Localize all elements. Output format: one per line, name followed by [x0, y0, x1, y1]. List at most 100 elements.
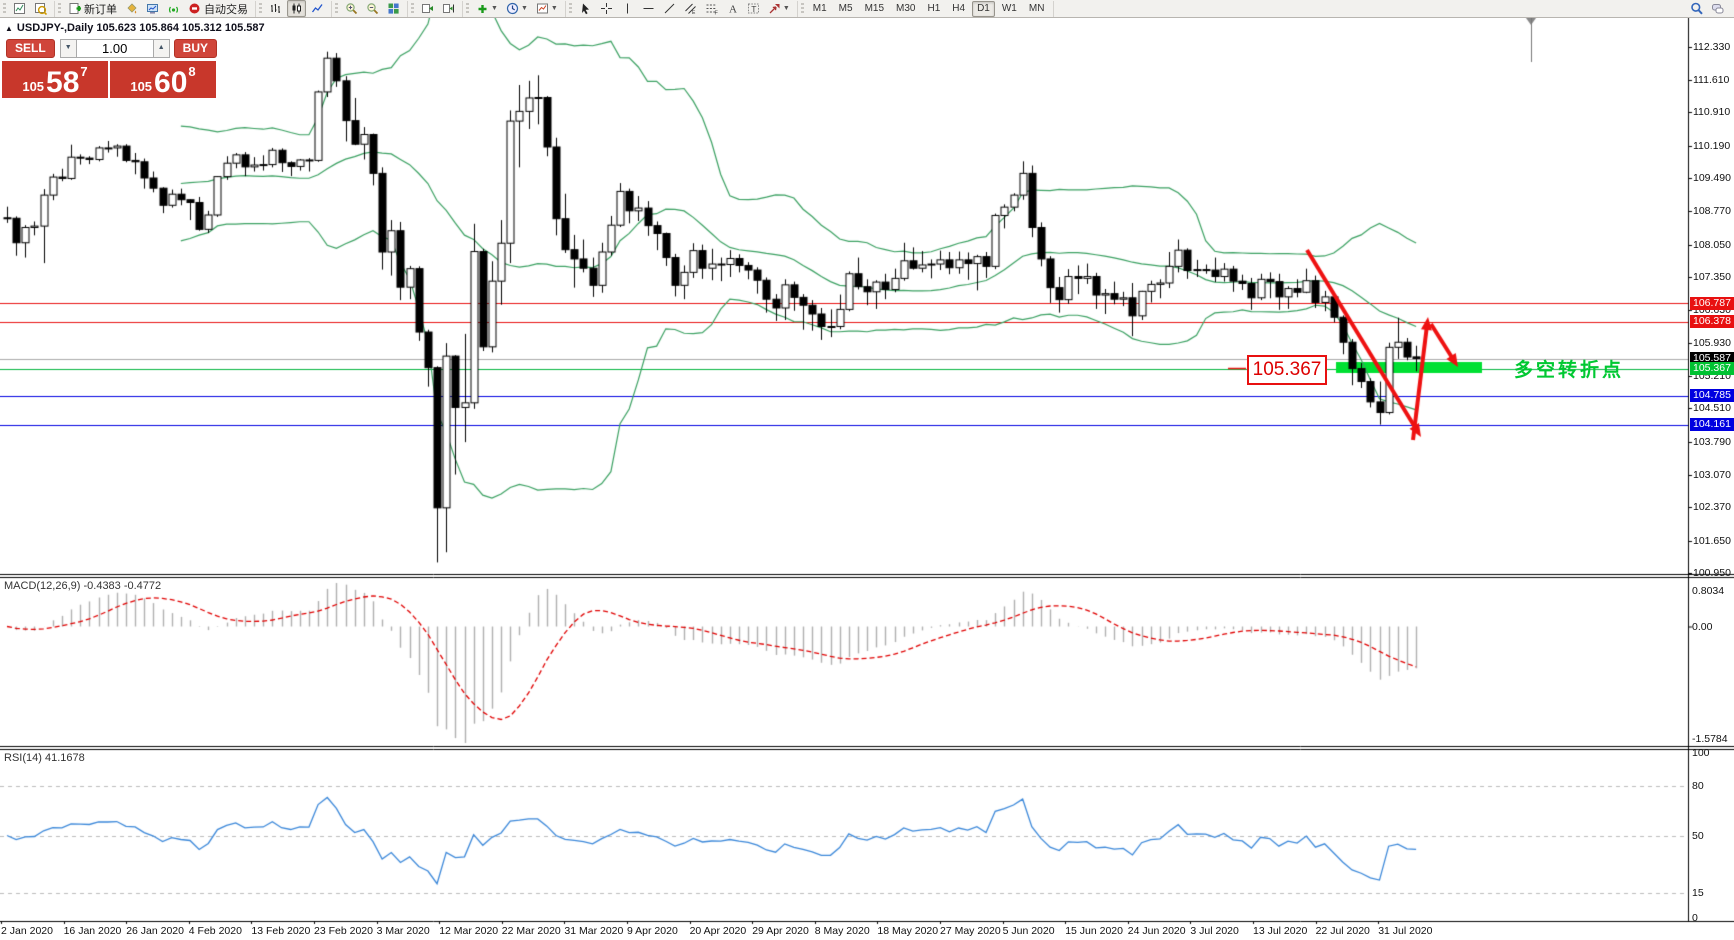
toolbar-group [256, 0, 332, 17]
candle-chart-button[interactable] [287, 0, 306, 17]
rsi-scale-label: 80 [1692, 780, 1704, 792]
timeframe-button-m1[interactable]: M1 [812, 2, 827, 14]
new-chart-button[interactable] [10, 0, 29, 17]
timeframe-button-m30[interactable]: M30 [896, 2, 916, 14]
bar-chart-button[interactable] [266, 0, 285, 17]
timeframe-button-m15[interactable]: M15 [864, 2, 885, 14]
candle-chart-icon [292, 3, 301, 14]
trendline-button[interactable] [660, 0, 679, 17]
y-axis-tick-label: 109.490 [1693, 171, 1731, 184]
y-axis-tick-label: 108.770 [1693, 205, 1731, 218]
timeframe-button-h4[interactable]: H4 [952, 2, 966, 14]
date-axis-label: 29 Apr 2020 [752, 925, 809, 937]
toolbar-group [332, 0, 408, 17]
toolbar-group: E F A T ▼ [566, 0, 798, 17]
chat-button[interactable] [1708, 0, 1727, 17]
volume-increase-button[interactable]: ▲ [152, 39, 170, 58]
styles-bucket-button[interactable] [122, 0, 141, 17]
svg-text:F: F [714, 11, 718, 16]
y-axis-tick-label: 111.610 [1693, 73, 1730, 86]
chevron-down-icon: ▼ [491, 5, 498, 12]
svg-text:T: T [751, 4, 756, 14]
toolbar-button-label: 新订单 [84, 3, 117, 16]
timeframe-button-d1[interactable]: D1 [972, 0, 995, 17]
line-chart-button[interactable] [308, 0, 327, 17]
crosshair-button[interactable] [597, 0, 616, 17]
zoom-in-button[interactable] [342, 0, 361, 17]
date-axis-label: 31 Mar 2020 [564, 925, 624, 937]
date-axis-label: 5 Jun 2020 [1002, 925, 1055, 937]
panel-collapse-toggle-icon[interactable]: ▲ [5, 23, 13, 33]
doc-plus-icon [69, 3, 81, 14]
indicators-icon [478, 5, 487, 13]
buy-price-pip: 8 [188, 64, 196, 79]
channel-icon: E [684, 3, 696, 15]
cursor-button[interactable] [576, 0, 595, 17]
zoom-out-icon [367, 3, 379, 15]
date-axis-label: 3 Mar 2020 [376, 925, 430, 937]
signal-icon [168, 6, 179, 13]
toolbar-group [0, 0, 55, 17]
macd-scale-label: 0.8034 [1692, 585, 1725, 597]
rsi-scale-label: 15 [1692, 887, 1704, 900]
date-axis-label: 18 May 2020 [877, 925, 939, 937]
date-axis-label: 22 Mar 2020 [501, 925, 561, 937]
fibonacci-button[interactable]: F [702, 0, 721, 17]
turning-point-label[interactable]: 多空转折点 [1514, 360, 1625, 381]
styles-bucket-icon [127, 3, 137, 14]
market-watch-button[interactable] [143, 0, 162, 17]
main-toolbar: 新订单 自动交易 ▼ ▼ ▼ E F A T ▼ M1 M5 M15 M30 H1 H4 D1 W1 MN [0, 0, 1734, 18]
chevron-down-icon: ▼ [520, 5, 528, 12]
volume-input[interactable] [76, 39, 153, 58]
rsi-scale-label: 100 [1692, 747, 1710, 759]
vline-button[interactable] [618, 0, 637, 17]
new-order-button[interactable]: 新订单 [65, 0, 120, 17]
timeframe-button-h1[interactable]: H1 [927, 2, 941, 14]
svg-text:A: A [729, 4, 737, 16]
arrows-button[interactable]: ▼ [765, 0, 793, 17]
sell-price-prefix: 105 [22, 79, 45, 94]
textlabel-button[interactable]: T [744, 0, 763, 17]
symbol-info-bar: ▲ USDJPY-,Daily 105.623 105.864 105.312 … [5, 22, 265, 34]
zoom-out-button[interactable] [363, 0, 382, 17]
channel-button[interactable]: E [681, 0, 700, 17]
date-axis-label: 12 Mar 2020 [439, 925, 499, 937]
fibonacci-icon: F [706, 4, 718, 16]
rsi-indicator-label: RSI(14) 41.1678 [4, 752, 85, 764]
timeframe-button-w1[interactable]: W1 [1001, 2, 1017, 14]
level-price-badge: 104.161 [1690, 418, 1734, 432]
date-axis-label: 15 Jun 2020 [1065, 925, 1123, 937]
auto-trading-button[interactable]: 自动交易 [185, 0, 251, 17]
chart-preview-button[interactable] [31, 0, 50, 17]
price-callout-box[interactable]: 105.367 [1247, 355, 1327, 385]
auto-scroll-button[interactable] [418, 0, 437, 17]
templates-icon [536, 3, 548, 14]
buy-price-display[interactable]: 105 60 8 [110, 61, 216, 98]
trendline-icon [664, 3, 675, 14]
periods-button[interactable]: ▼ [503, 0, 531, 17]
chevron-down-icon: ▼ [782, 5, 790, 12]
toolbar-group: 新订单 自动交易 [55, 0, 256, 17]
hline-button[interactable] [639, 0, 658, 17]
toolbar-right-icons [1683, 1, 1734, 17]
signal-button[interactable] [164, 0, 183, 17]
buy-price-big: 60 [154, 66, 188, 99]
text-button[interactable]: A [723, 0, 742, 17]
chart-shift-button[interactable] [439, 0, 458, 17]
sell-button[interactable]: SELL [6, 39, 55, 58]
buy-button[interactable]: BUY [173, 39, 218, 58]
y-axis-tick-label: 108.050 [1693, 238, 1731, 251]
volume-decrease-button[interactable]: ▼ [59, 39, 77, 58]
macd-scale-label: 0.00 [1692, 620, 1713, 633]
timeframe-button-m5[interactable]: M5 [838, 2, 853, 14]
level-price-badge: 104.785 [1690, 389, 1734, 403]
sell-price-display[interactable]: 105 58 7 [2, 61, 108, 98]
timeframe-button-mn[interactable]: MN [1028, 2, 1045, 14]
search-button[interactable] [1687, 0, 1706, 17]
tile-windows-button[interactable] [384, 0, 403, 17]
templates-button[interactable]: ▼ [533, 0, 561, 17]
y-axis-tick-label: 105.930 [1693, 336, 1731, 349]
indicators-button[interactable]: ▼ [473, 0, 501, 17]
date-axis-label: 26 Jan 2020 [126, 925, 184, 937]
